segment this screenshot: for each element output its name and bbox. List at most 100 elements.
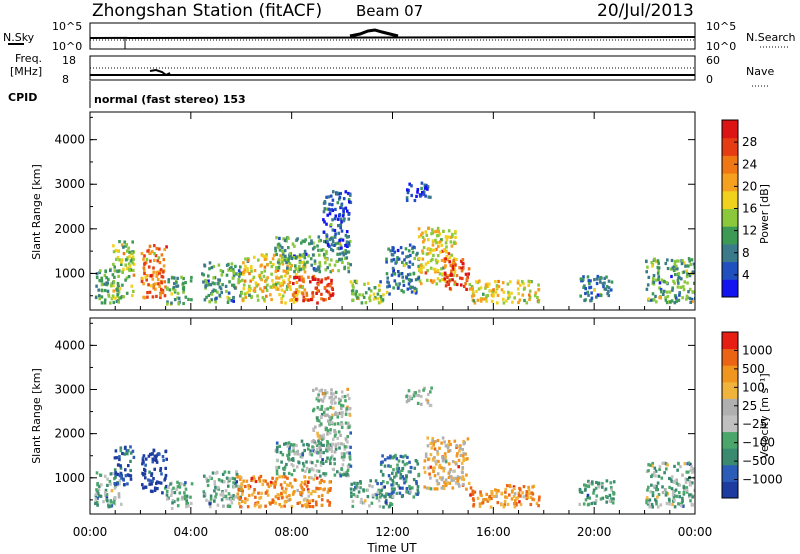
power-cell	[326, 213, 329, 217]
velocity-cell	[325, 426, 328, 431]
power-cell	[417, 235, 421, 239]
velocity-cell	[287, 452, 291, 456]
velocity-cell	[412, 478, 416, 482]
power-cell	[589, 299, 592, 303]
power-cell	[336, 241, 340, 245]
velocity-cell	[397, 466, 401, 471]
velocity-cell	[276, 445, 279, 449]
velocity-cell	[495, 491, 499, 495]
power-cell	[151, 250, 154, 254]
velocity-cell	[329, 405, 332, 409]
velocity-cell	[368, 484, 371, 488]
power-cell	[338, 252, 342, 256]
velocity-cell	[106, 483, 109, 487]
velocity-cell	[388, 495, 392, 499]
power-cell	[688, 274, 692, 278]
power-cell	[587, 293, 590, 297]
power-cell	[339, 217, 343, 221]
power-cell	[433, 248, 436, 252]
velocity-cell	[299, 492, 303, 496]
power-cell	[596, 274, 600, 279]
power-cell	[112, 244, 115, 248]
velocity-cell	[609, 497, 613, 501]
velocity-cell	[401, 486, 404, 490]
velocity-cell	[652, 471, 656, 475]
power-cell	[318, 264, 322, 268]
velocity-cell	[646, 488, 649, 492]
freq-tick-low: 8	[62, 73, 69, 86]
power-cell	[387, 247, 390, 251]
noise-panel: N.Sky 10^5 10^0 10^5 10^0 N.Search	[3, 20, 796, 53]
power-cell	[289, 267, 292, 271]
velocity-cell	[473, 490, 477, 494]
velocity-cell	[649, 490, 652, 494]
power-cell	[677, 259, 680, 263]
velocity-cell	[205, 498, 208, 502]
velocity-cell	[457, 482, 461, 487]
power-cell	[285, 287, 289, 291]
power-cell	[315, 291, 318, 295]
power-cell	[202, 280, 205, 284]
power-cell	[116, 255, 120, 260]
velocity-cell	[116, 473, 120, 477]
velocity-cell	[651, 473, 654, 477]
velocity-cell	[320, 498, 324, 502]
velocity-cell	[291, 492, 295, 496]
power-cell	[301, 239, 305, 243]
power-cell	[676, 285, 680, 289]
power-cell	[314, 286, 318, 290]
power-cell	[280, 288, 284, 292]
power-cell	[396, 257, 399, 261]
velocity-cell	[237, 484, 241, 488]
velocity-cell	[392, 455, 396, 459]
velocity-cell	[320, 412, 324, 417]
power-cell	[207, 283, 210, 287]
power-cell	[132, 268, 135, 272]
velocity-cell	[679, 465, 682, 469]
velocity-cell	[436, 452, 440, 456]
velocity-cell	[310, 440, 314, 444]
velocity-cell	[590, 501, 594, 506]
velocity-cell	[142, 454, 146, 458]
freq-unit-label: [MHz]	[10, 65, 42, 78]
velocity-cell	[185, 505, 188, 509]
power-cell	[345, 240, 349, 244]
power-cell	[421, 235, 425, 239]
velocity-cell	[262, 479, 265, 483]
power-cell	[100, 295, 104, 299]
velocity-cell	[310, 476, 313, 480]
power-cell	[310, 239, 313, 243]
velocity-cell	[587, 484, 591, 489]
velocity-cell	[427, 486, 431, 490]
power-cell	[182, 290, 185, 294]
power-cell	[449, 235, 453, 239]
velocity-cell	[515, 502, 518, 506]
velocity-cell	[337, 397, 341, 401]
power-cell	[325, 222, 328, 226]
power-cell	[605, 284, 609, 289]
velocity-cell	[144, 457, 148, 461]
velocity-cell	[383, 485, 386, 489]
velocity-cell	[342, 458, 345, 462]
power-cell	[392, 257, 396, 262]
velocity-cell	[333, 422, 337, 426]
power-cell	[316, 244, 319, 248]
power-cell	[132, 273, 136, 277]
velocity-cell	[655, 488, 658, 492]
velocity-cell	[141, 458, 145, 462]
velocity-cell	[525, 490, 529, 494]
power-cell	[236, 272, 240, 277]
velocity-cell	[671, 493, 675, 497]
power-colorbar-swatch	[722, 243, 738, 263]
velocity-cell	[432, 469, 435, 474]
velocity-cell	[522, 495, 525, 499]
power-cell	[368, 296, 371, 300]
power-cell	[281, 262, 285, 266]
velocity-cell	[292, 443, 296, 447]
velocity-cell	[509, 484, 512, 489]
power-cell	[443, 265, 447, 269]
velocity-cell	[485, 492, 488, 496]
velocity-cell	[357, 490, 361, 494]
power-cell	[417, 227, 421, 231]
power-cell	[157, 282, 160, 286]
